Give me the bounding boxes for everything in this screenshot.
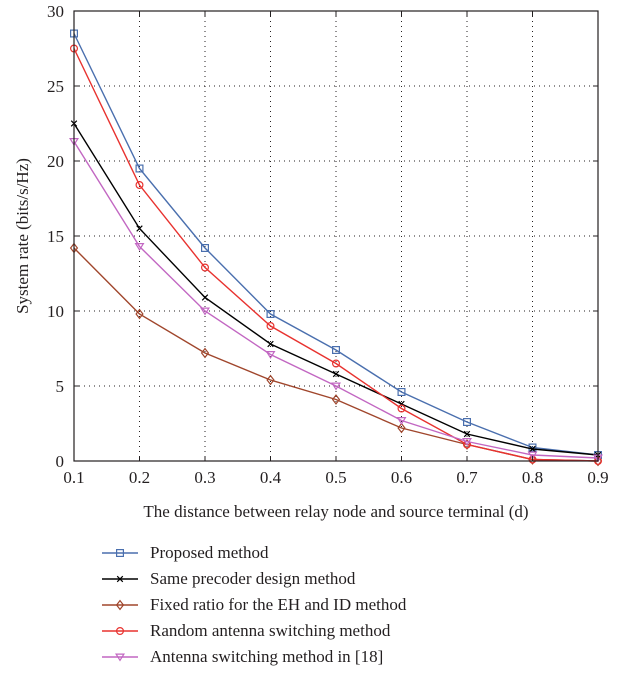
grid-lines [74, 11, 598, 461]
series-4 [70, 139, 602, 462]
y-tick-label: 5 [56, 377, 65, 396]
x-tick-label: 0.1 [63, 468, 84, 487]
line-chart: 0.1 0.2 0.3 0.4 0.5 0.6 0.7 0.8 0.9051015202530 … [0, 0, 623, 530]
x-tick-label: 0.9 [587, 468, 608, 487]
series-line [74, 124, 598, 456]
x-tick-label: 0.5 [325, 468, 346, 487]
legend-swatch-icon [100, 598, 140, 612]
legend-swatch-icon [100, 546, 140, 560]
y-tick-label: 20 [47, 152, 64, 171]
y-axis-title: System rate (bits/s/Hz) [13, 158, 32, 314]
data-point [268, 341, 274, 347]
legend-swatch-icon [100, 650, 140, 664]
series-layer [70, 30, 602, 465]
y-tick-label: 25 [47, 77, 64, 96]
x-tick-label: 0.7 [456, 468, 478, 487]
series-line [74, 248, 598, 461]
legend-item: Random antenna switching method [100, 618, 406, 644]
legend-item: Same precoder design method [100, 566, 406, 592]
legend-item: Proposed method [100, 540, 406, 566]
y-tick-label: 10 [47, 302, 64, 321]
data-point [333, 371, 339, 377]
legend-item: Fixed ratio for the EH and ID method [100, 592, 406, 618]
legend-swatch-icon [100, 572, 140, 586]
legend-label: Proposed method [150, 543, 269, 563]
x-tick-label: 0.6 [391, 468, 412, 487]
series-line [74, 142, 598, 459]
x-tick-label: 0.8 [522, 468, 543, 487]
y-tick-label: 15 [47, 227, 64, 246]
x-tick-label: 0.2 [129, 468, 150, 487]
legend-item: Antenna switching method in [18] [100, 644, 406, 670]
x-tick-label: 0.3 [194, 468, 215, 487]
legend-swatch-icon [100, 624, 140, 638]
data-point [202, 295, 208, 301]
legend-label: Random antenna switching method [150, 621, 390, 641]
legend-label: Fixed ratio for the EH and ID method [150, 595, 406, 615]
y-tick-label: 0 [56, 452, 65, 471]
legend-label: Antenna switching method in [18] [150, 647, 383, 667]
y-tick-label: 30 [47, 2, 64, 21]
legend: Proposed method Same precoder design meth… [100, 540, 406, 670]
legend-label: Same precoder design method [150, 569, 355, 589]
x-axis-title: The distance between relay node and sour… [143, 502, 528, 521]
x-tick-label: 0.4 [260, 468, 282, 487]
axis-ticks: 0.1 0.2 0.3 0.4 0.5 0.6 0.7 0.8 0.9 0 5 10 15 20 25 30 [47, 2, 609, 487]
